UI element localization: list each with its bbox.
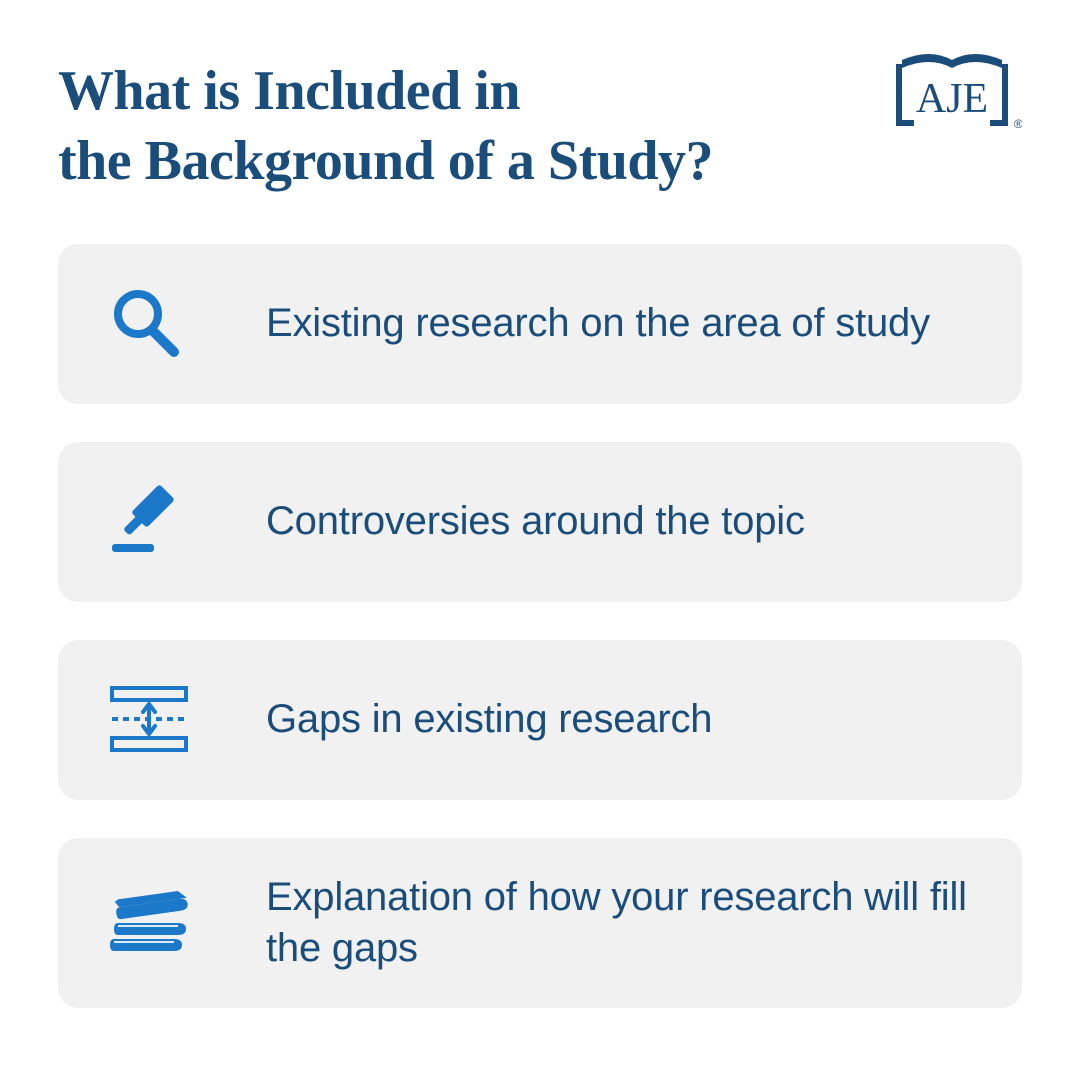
aje-logo: AJE ®	[890, 50, 1022, 141]
card-text: Explanation of how your research will fi…	[266, 872, 982, 974]
title-line-2: the Background of a Study?	[58, 130, 713, 192]
logo-text: AJE	[916, 76, 988, 122]
books-icon	[106, 883, 266, 963]
gavel-icon	[106, 482, 266, 562]
card-list: Existing research on the area of study C…	[58, 244, 1022, 1008]
title-line-1: What is Included in	[58, 60, 520, 122]
search-icon	[106, 284, 266, 364]
header: What is Included in the Background of a …	[58, 56, 1022, 196]
gaps-icon	[106, 682, 266, 758]
infographic-page: What is Included in the Background of a …	[0, 0, 1080, 1080]
card-text: Existing research on the area of study	[266, 298, 982, 349]
card-gaps: Gaps in existing research	[58, 640, 1022, 800]
page-title: What is Included in the Background of a …	[58, 56, 713, 196]
card-text: Controversies around the topic	[266, 496, 982, 547]
logo-registered: ®	[1014, 117, 1022, 131]
card-controversies: Controversies around the topic	[58, 442, 1022, 602]
card-text: Gaps in existing research	[266, 694, 982, 745]
card-fill-gaps: Explanation of how your research will fi…	[58, 838, 1022, 1008]
card-existing-research: Existing research on the area of study	[58, 244, 1022, 404]
